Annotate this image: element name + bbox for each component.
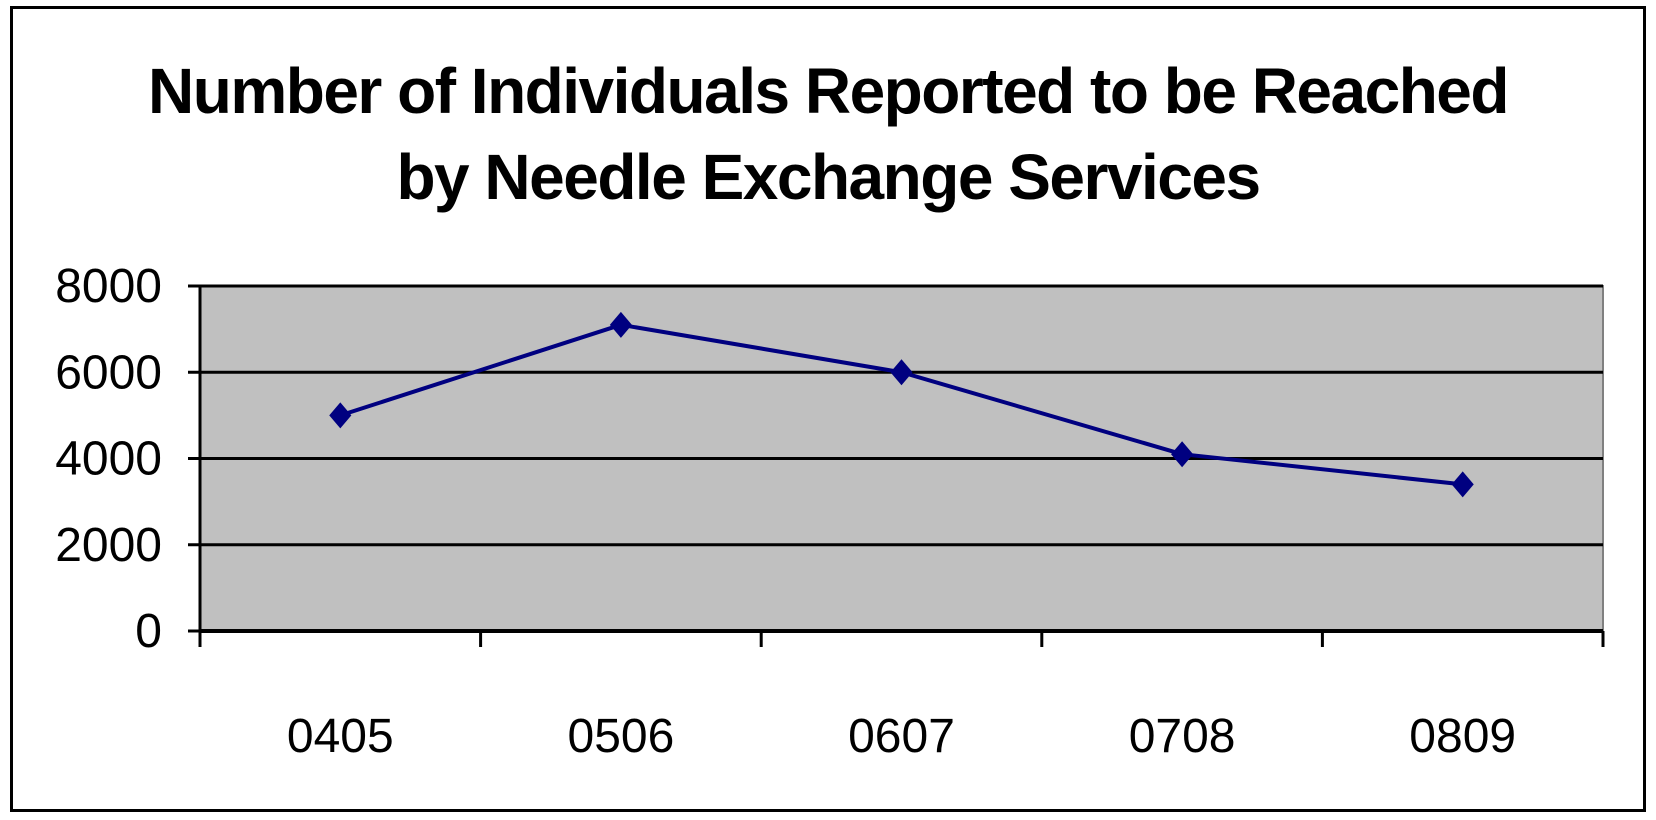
- y-tick-label: 2000: [55, 519, 162, 572]
- data-point-marker: [329, 402, 352, 429]
- gridlines: [200, 284, 1603, 547]
- data-point-marker: [890, 359, 913, 386]
- y-tick-label: 6000: [55, 346, 162, 399]
- chart-title: Number of Individuals Reported to be Rea…: [10, 48, 1646, 220]
- chart-title-line-1: Number of Individuals Reported to be Rea…: [148, 55, 1509, 127]
- y-tick-label: 4000: [55, 433, 162, 486]
- data-point-marker: [609, 311, 632, 338]
- data-point-marker: [1171, 441, 1194, 468]
- x-tick-label: 0506: [568, 710, 675, 763]
- series-group: [329, 311, 1474, 498]
- x-tick-label: 0607: [848, 710, 955, 763]
- data-point-marker: [1451, 471, 1474, 498]
- x-tick-label: 0809: [1409, 710, 1516, 763]
- x-tick-label: 0708: [1129, 710, 1236, 763]
- y-tick-label: 0: [135, 605, 162, 658]
- x-axis-ticks: 0405 0506 0607 0708 0809: [198, 631, 1605, 763]
- chart-title-line-2: by Needle Exchange Services: [396, 141, 1261, 213]
- y-tick-label: 8000: [55, 260, 162, 313]
- y-axis-ticks: 0 2000 4000 6000 8000: [55, 260, 200, 658]
- x-tick-label: 0405: [287, 710, 394, 763]
